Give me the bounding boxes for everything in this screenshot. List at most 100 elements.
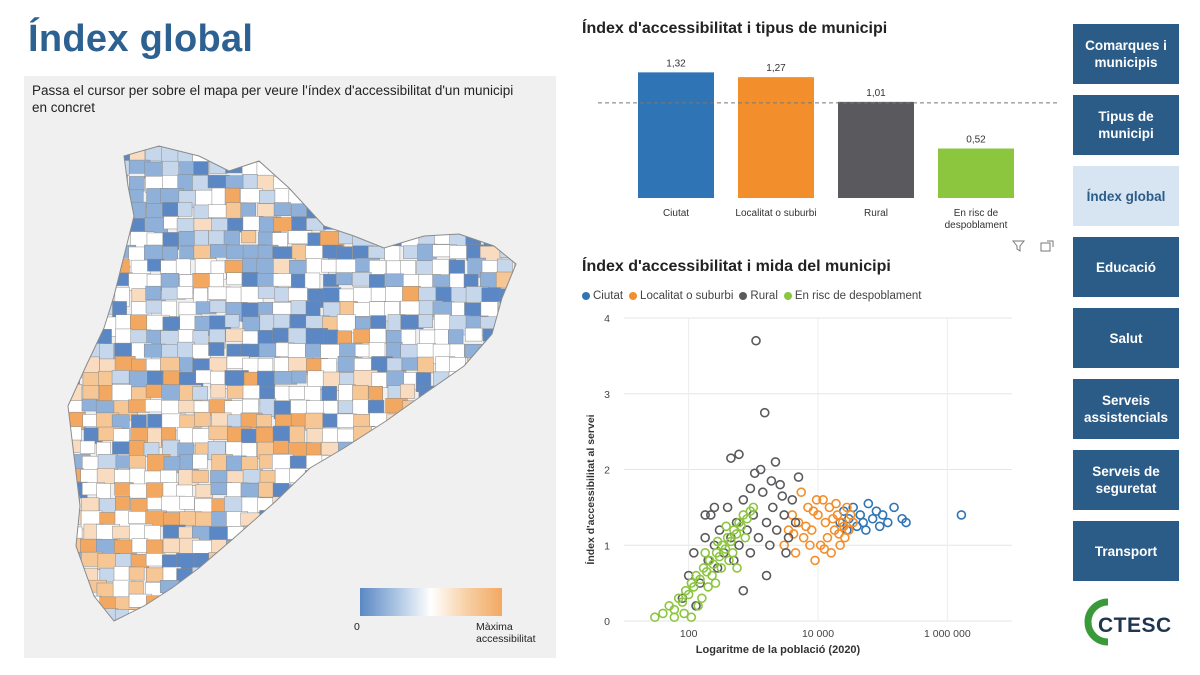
municipality-cell[interactable] — [259, 510, 275, 526]
municipality-cell[interactable] — [418, 173, 443, 189]
municipality-cell[interactable] — [307, 624, 331, 641]
municipality-cell[interactable] — [193, 161, 209, 176]
municipality-cell[interactable] — [226, 244, 245, 260]
municipality-cell[interactable] — [368, 260, 387, 277]
municipality-cell[interactable] — [290, 539, 307, 559]
municipality-cell[interactable] — [496, 413, 516, 429]
municipality-cell[interactable] — [323, 540, 341, 560]
municipality-cells[interactable] — [64, 146, 538, 644]
scatter-point[interactable] — [749, 468, 760, 479]
municipality-cell[interactable] — [79, 204, 100, 225]
scatter-point[interactable] — [842, 502, 852, 513]
municipality-cell[interactable] — [383, 441, 402, 457]
scatter-point[interactable] — [742, 513, 752, 524]
municipality-cell[interactable] — [497, 399, 517, 415]
municipality-cell[interactable] — [227, 217, 244, 233]
municipality-cell[interactable] — [192, 594, 211, 612]
municipality-cell[interactable] — [481, 287, 502, 302]
municipality-cell[interactable] — [65, 496, 81, 512]
municipality-cell[interactable] — [80, 148, 97, 168]
scatter-point[interactable] — [700, 532, 710, 543]
municipality-cell[interactable] — [432, 554, 454, 571]
municipality-cell[interactable] — [81, 624, 97, 636]
scatter-point[interactable] — [790, 517, 801, 528]
municipality-cell[interactable] — [338, 147, 363, 163]
municipality-cell[interactable] — [226, 272, 243, 286]
municipality-cell[interactable] — [367, 173, 383, 188]
municipality-cell[interactable] — [499, 244, 517, 259]
municipality-cell[interactable] — [179, 245, 196, 260]
scatter-point[interactable] — [745, 483, 756, 494]
municipality-cell[interactable] — [209, 357, 228, 372]
municipality-cell[interactable] — [403, 440, 422, 456]
municipality-cell[interactable] — [320, 161, 343, 181]
municipality-cell[interactable] — [272, 623, 289, 640]
scatter-point[interactable] — [724, 555, 734, 566]
municipality-cell[interactable] — [431, 188, 454, 209]
municipality-cell[interactable] — [417, 146, 439, 161]
scatter-point[interactable] — [775, 479, 785, 490]
municipality-cell[interactable] — [192, 386, 208, 401]
municipality-cell[interactable] — [402, 566, 420, 585]
municipality-cell[interactable] — [498, 343, 515, 359]
municipality-cell[interactable] — [146, 496, 163, 510]
municipality-cell[interactable] — [448, 552, 466, 571]
municipality-cell[interactable] — [161, 622, 182, 640]
municipality-cell[interactable] — [305, 189, 322, 205]
municipality-cell[interactable] — [256, 161, 275, 176]
municipality-cell[interactable] — [448, 188, 470, 204]
municipality-cell[interactable] — [322, 554, 340, 574]
municipality-cell[interactable] — [111, 370, 130, 384]
municipality-cell[interactable] — [417, 483, 433, 504]
municipality-cell[interactable] — [434, 623, 451, 642]
municipality-cell[interactable] — [322, 413, 340, 428]
municipality-cell[interactable] — [401, 511, 418, 532]
scatter-point[interactable] — [753, 532, 764, 543]
municipality-cell[interactable] — [512, 538, 528, 559]
municipality-cell[interactable] — [337, 482, 359, 504]
municipality-cell[interactable] — [402, 286, 421, 302]
municipality-cell[interactable] — [241, 552, 262, 572]
municipality-cell[interactable] — [402, 468, 420, 489]
municipality-cell[interactable] — [434, 176, 450, 192]
nav-salut-button[interactable]: Salut — [1073, 308, 1179, 368]
municipality-cell[interactable] — [288, 581, 313, 600]
municipality-cell[interactable] — [448, 538, 464, 554]
municipality-cell[interactable] — [512, 313, 532, 333]
municipality-cell[interactable] — [386, 330, 403, 343]
municipality-cell[interactable] — [321, 609, 339, 625]
nav-transport-button[interactable]: Transport — [1073, 521, 1179, 581]
municipality-cell[interactable] — [418, 314, 433, 328]
municipality-cell[interactable] — [336, 190, 356, 206]
municipality-cell[interactable] — [66, 582, 84, 600]
municipality-cell[interactable] — [513, 595, 538, 615]
municipality-cell[interactable] — [99, 258, 121, 277]
municipality-cell[interactable] — [449, 453, 468, 471]
municipality-cell[interactable] — [66, 174, 87, 190]
municipality-cell[interactable] — [337, 594, 355, 609]
municipality-cell[interactable] — [433, 455, 457, 474]
municipality-cell[interactable] — [96, 468, 115, 484]
municipality-cell[interactable] — [417, 511, 439, 525]
municipality-cell[interactable] — [322, 469, 341, 489]
scatter-point[interactable] — [874, 521, 885, 532]
municipality-cell[interactable] — [307, 582, 323, 597]
municipality-cell[interactable] — [513, 301, 529, 317]
municipality-cell[interactable] — [65, 568, 86, 582]
scatter-point[interactable] — [732, 563, 742, 573]
municipality-cell[interactable] — [466, 510, 483, 529]
municipality-cell[interactable] — [210, 384, 226, 399]
municipality-cell[interactable] — [97, 286, 114, 306]
municipality-cell[interactable] — [305, 174, 322, 191]
municipality-cell[interactable] — [321, 581, 341, 601]
municipality-cell[interactable] — [227, 609, 252, 623]
municipality-cell[interactable] — [162, 608, 187, 629]
municipality-cell[interactable] — [259, 540, 283, 556]
municipality-cell[interactable] — [482, 441, 502, 462]
municipality-cell[interactable] — [402, 189, 423, 206]
municipality-cell[interactable] — [480, 413, 497, 429]
municipality-cell[interactable] — [323, 622, 343, 640]
scatter-point[interactable] — [765, 540, 775, 551]
scatter-point[interactable] — [793, 517, 804, 528]
municipality-cell[interactable] — [304, 470, 321, 488]
